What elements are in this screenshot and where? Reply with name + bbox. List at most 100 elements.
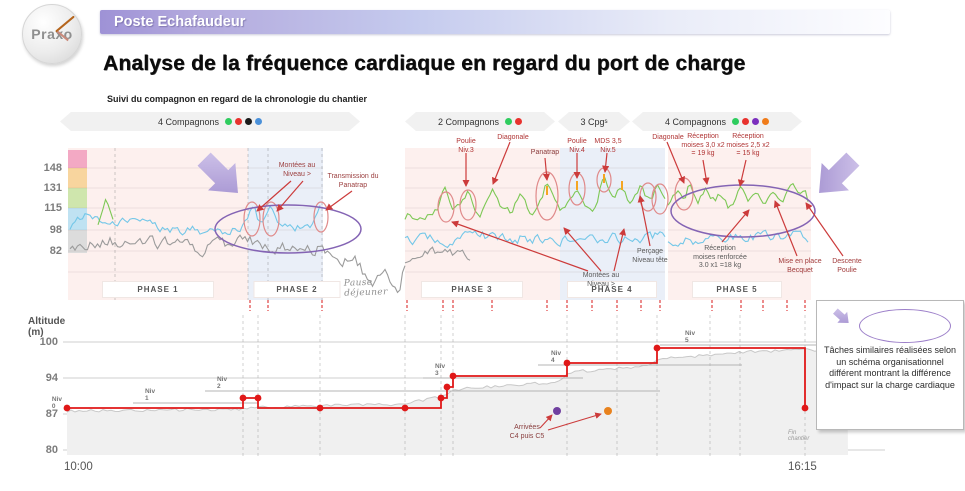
crew-band-label: 4 Compagnons (664, 116, 727, 127)
annotation-label: Transmission du Panatrap (327, 173, 379, 189)
compagnon-dot (235, 118, 242, 125)
crew-band-label: 4 Compagnons (157, 116, 220, 127)
altitude-axis-title: Altitude (m) (28, 316, 66, 338)
crew-band: 4 Compagnons (60, 112, 360, 131)
event-circle (437, 191, 455, 223)
hr-ytick-label: 115 (44, 202, 62, 214)
pause-dejeuner-label: Pause déjeuner (343, 277, 388, 299)
annotation-label: Descente Poulie (832, 258, 862, 274)
arrivee-dot (553, 407, 561, 415)
compagnon-dot (255, 118, 262, 125)
annotation-label: Diagonale (497, 134, 529, 141)
step-marker (239, 394, 247, 402)
page-subtitle: Suivi du compagnon en regard de la chron… (107, 94, 368, 104)
altitude-measured-trace (66, 348, 848, 413)
step-marker (443, 383, 451, 391)
legend-text: Tâches similaires réalisées selon un sch… (823, 345, 957, 390)
alt-ytick-label: 87 (45, 408, 58, 420)
annotation-label: Diagonale (652, 134, 684, 141)
annotation-label: Poulie Niv.3 (456, 138, 476, 154)
highlight-ellipse (214, 204, 362, 254)
compagnon-dot (505, 118, 512, 125)
hr-trace-compagnon-gris-p2 (404, 246, 471, 264)
annotation-label: Réception moises 2,5 x2 = 15 kg (726, 133, 770, 157)
phase-label: PHASE 2 (253, 281, 341, 298)
level-label: Niv 5 (684, 330, 696, 344)
hr-trace-compagnon-vert-p3 (667, 182, 809, 210)
time-xtick-label: 16:15 (788, 461, 817, 473)
crew-band: 2 Compagnons (405, 112, 555, 131)
header-bar-title: Poste Echafaudeur (114, 14, 246, 30)
crew-band-label: 3 Cpgˢ (580, 116, 608, 127)
alt-ytick-label: 100 (39, 336, 58, 348)
purple-arrow-icon (830, 305, 854, 329)
compagnon-dot (225, 118, 232, 125)
arrivee-dot (604, 407, 612, 415)
hr-ytick-label: 148 (43, 162, 62, 174)
praxo-logo: Praxo (22, 4, 82, 64)
event-circle (535, 171, 559, 221)
fin-chantier-label: Fin chantier (788, 430, 810, 442)
alt-ytick-label: 80 (45, 444, 58, 456)
hr-trace-compagnon-vert-p2 (404, 177, 666, 221)
crew-dots (732, 118, 769, 125)
crew-dots (225, 118, 262, 125)
annotation-label: Réception moises 3,0 x2 = 19 kg (681, 133, 725, 157)
phase-panel (668, 148, 811, 300)
event-circle (243, 201, 261, 237)
step-marker (801, 404, 809, 412)
step-marker (63, 404, 71, 412)
event-circle (459, 189, 477, 221)
step-marker (563, 359, 571, 367)
hr-trace-compagnon-bleu-p2 (404, 230, 666, 249)
annotation-label: Panatrap (530, 149, 560, 156)
hr-zone-strip (68, 188, 87, 208)
hr-trace-compagnon-bleu-p3 (667, 229, 809, 247)
hr-ytick-label: 82 (49, 245, 62, 257)
event-circle (651, 183, 669, 215)
hr-trace-compagnon-vert-p1 (97, 198, 114, 225)
phase-label: PHASE 1 (102, 281, 214, 298)
header-bar: Poste Echafaudeur (100, 10, 890, 34)
event-circle (262, 201, 280, 237)
alt-ytick-label: 94 (45, 372, 58, 384)
compagnon-dot (732, 118, 739, 125)
logo-text: Praxo (31, 26, 73, 42)
annotation-label: Mise en place Becquet (778, 258, 822, 274)
annotation-label: Poulie Niv.4 (567, 138, 587, 154)
crew-dots (505, 118, 522, 125)
level-label: Niv 2 (216, 376, 228, 390)
crew-band: 4 Compagnons (632, 112, 802, 131)
annotation-label: Réception moises renforcée 3.0 x1 =18 kg (693, 245, 747, 269)
phase-label: PHASE 5 (692, 281, 782, 298)
annotation-label: Montées au Niveau > (582, 272, 620, 288)
level-label: Niv 3 (434, 363, 446, 377)
purple-ellipse-icon (859, 309, 951, 343)
step-marker (316, 404, 324, 412)
phase-label: PHASE 4 (567, 281, 657, 298)
step-marker (449, 372, 457, 380)
annotation-label: Montées au Niveau > (278, 162, 316, 178)
annotation-label: Perçage Niveau tête (632, 248, 668, 264)
compagnon-dot (752, 118, 759, 125)
hr-ytick-label: 131 (43, 182, 62, 194)
hr-trace-compagnon-gris (69, 234, 406, 294)
crew-band-label: 2 Compagnons (437, 116, 500, 127)
legend-box: Tâches similaires réalisées selon un sch… (816, 300, 964, 430)
phase-label: PHASE 3 (421, 281, 523, 298)
step-marker (437, 394, 445, 402)
level-label: Niv 4 (550, 350, 562, 364)
level-label: Niv 1 (144, 388, 156, 402)
hr-zone-strip (68, 150, 87, 168)
step-marker (254, 394, 262, 402)
event-circle (313, 201, 329, 233)
step-marker (401, 404, 409, 412)
step-marker (653, 344, 661, 352)
hr-zone-strip (68, 168, 87, 188)
compagnon-dot (762, 118, 769, 125)
time-xtick-label: 10:00 (64, 461, 93, 473)
arrivees-label: Arrivées C4 puis C5 (509, 424, 545, 440)
page-title: Analyse de la fréquence cardiaque en reg… (103, 52, 746, 75)
